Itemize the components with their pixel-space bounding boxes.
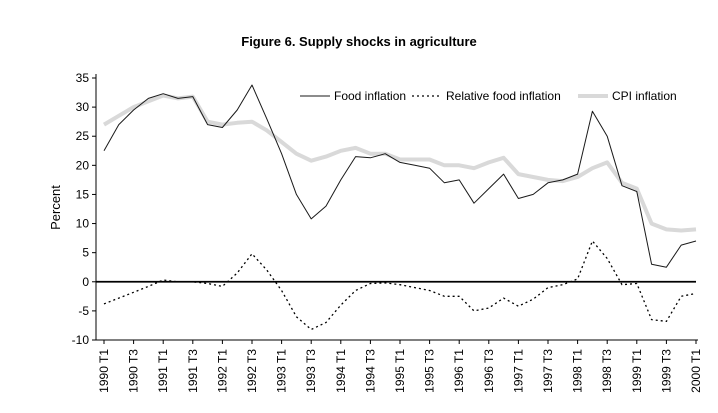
y-tick-label: -5 <box>78 304 89 318</box>
series-food-inflation <box>103 84 697 268</box>
x-tick-label: 1998 T1 <box>571 349 585 393</box>
x-tick-label: 1994 T3 <box>363 349 377 393</box>
x-tick-label: 1994 T1 <box>334 349 348 393</box>
x-tick-label: 1993 T1 <box>275 349 289 393</box>
x-tick-label: 1992 T3 <box>245 349 259 393</box>
legend: Food inflation Relative food inflation CPI… <box>300 89 677 103</box>
y-tick-label: 0 <box>82 275 89 289</box>
y-tick-label: 35 <box>76 71 90 85</box>
x-tick-label: 1992 T1 <box>215 349 229 393</box>
y-tick-label: 25 <box>76 129 90 143</box>
x-tick-label: 1997 T1 <box>511 349 525 393</box>
legend-label: Relative food inflation <box>446 89 561 103</box>
y-tick-label: -10 <box>72 333 90 347</box>
x-tick-label: 2000 T1 <box>689 349 703 393</box>
y-tick-label: 15 <box>76 187 90 201</box>
x-axis: 1990 T1 1990 T3 1991 T1 1991 T3 1992 T1 1992 … <box>96 339 703 393</box>
x-tick-label: 1999 T1 <box>630 349 644 393</box>
x-tick-label: 1995 T1 <box>393 349 407 393</box>
x-tick-label: 1995 T3 <box>423 349 437 393</box>
series-relative-food-inflation <box>103 240 697 331</box>
legend-label: CPI inflation <box>612 89 677 103</box>
x-tick-label: 1990 T3 <box>127 349 141 393</box>
y-tick-label: 20 <box>76 158 90 172</box>
y-tick-label: 10 <box>76 217 90 231</box>
x-tick-label: 1999 T3 <box>659 349 673 393</box>
legend-label: Food inflation <box>334 89 406 103</box>
x-tick-label: 1991 T3 <box>186 349 200 393</box>
x-tick-label: 1990 T1 <box>97 349 111 393</box>
x-tick-label: 1998 T3 <box>600 349 614 393</box>
x-tick-label: 1993 T3 <box>304 349 318 393</box>
x-tick-label: 1997 T3 <box>541 349 555 393</box>
x-tick-label: 1991 T1 <box>156 349 170 393</box>
x-tick-label: 1996 T1 <box>452 349 466 393</box>
y-tick-label: 30 <box>76 100 90 114</box>
y-axis: -10 -5 0 5 10 15 20 25 30 35 <box>72 71 97 347</box>
y-tick-label: 5 <box>82 246 89 260</box>
chart-title: Figure 6. Supply shocks in agriculture <box>241 34 477 49</box>
series-cpi-inflation <box>102 93 697 233</box>
x-tick-label: 1996 T3 <box>482 349 496 393</box>
